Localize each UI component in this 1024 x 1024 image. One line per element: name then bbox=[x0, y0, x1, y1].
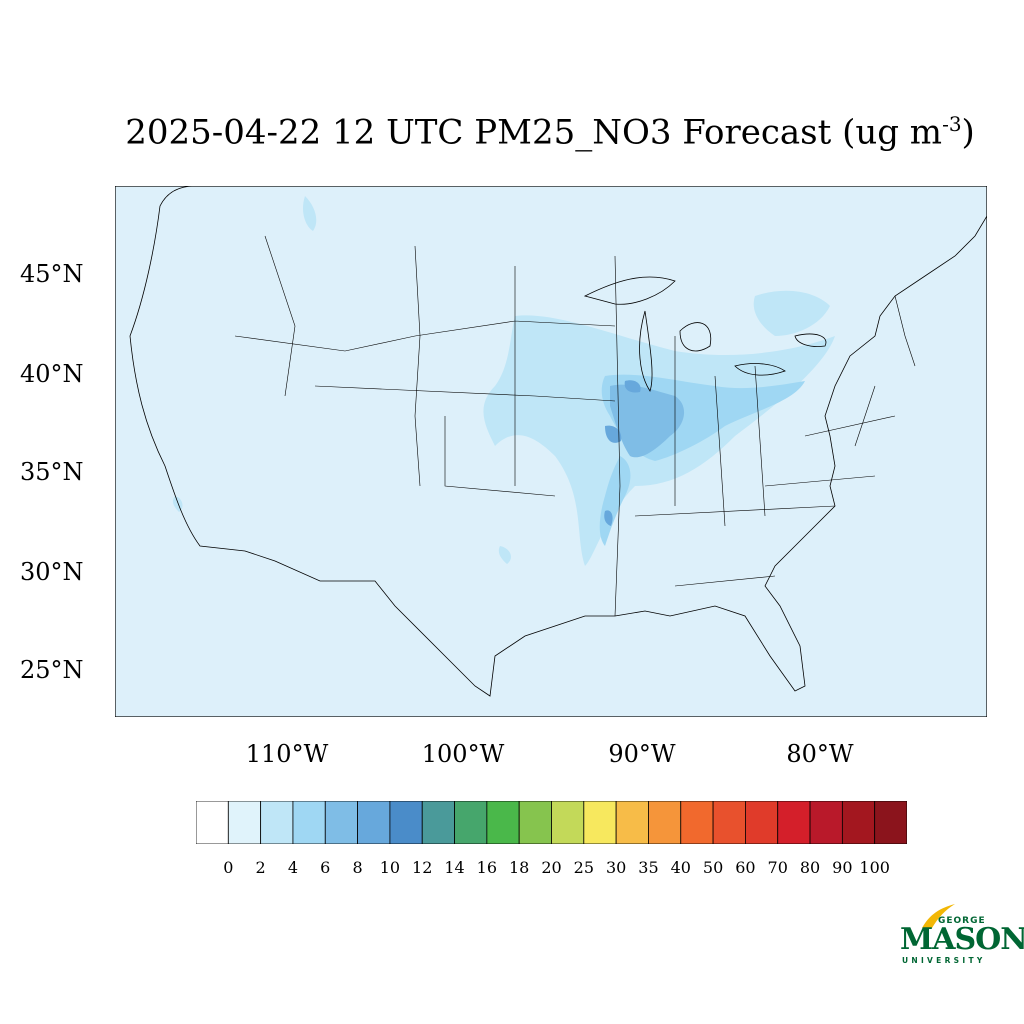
colorbar-swatch bbox=[874, 800, 908, 845]
colorbar-swatch bbox=[421, 800, 455, 845]
colorbar-swatch bbox=[292, 800, 326, 845]
state-boundaries bbox=[129, 185, 988, 697]
page-title: 2025-04-22 12 UTC PM25_NO3 Forecast (ug … bbox=[0, 112, 1024, 152]
colorbar-label: 2 bbox=[255, 858, 266, 877]
lon-label: 100°W bbox=[421, 740, 505, 768]
lat-label: 40°N bbox=[20, 360, 84, 388]
colorbar-label: 35 bbox=[638, 858, 659, 877]
lon-label: 90°W bbox=[608, 740, 676, 768]
plume-hotspot bbox=[604, 380, 641, 526]
logo-university-text: UNIVERSITY bbox=[902, 956, 986, 965]
plume-northeast-light bbox=[753, 290, 830, 336]
colorbar-swatch bbox=[648, 800, 682, 845]
map-canvas bbox=[103, 170, 1003, 731]
colorbar-swatch bbox=[841, 800, 876, 845]
lat-label: 45°N bbox=[20, 260, 84, 288]
colorbar-label: 100 bbox=[859, 858, 890, 877]
colorbar-label: 20 bbox=[541, 858, 562, 877]
colorbar-label: 14 bbox=[444, 858, 465, 877]
colorbar-label: 70 bbox=[767, 858, 788, 877]
colorbar-label: 50 bbox=[702, 858, 724, 877]
colorbar-swatch bbox=[809, 800, 843, 845]
lat-label: 35°N bbox=[20, 458, 84, 486]
colorbar-swatch bbox=[454, 800, 488, 845]
lat-label: 30°N bbox=[20, 558, 84, 586]
logo-mason-text: MASON bbox=[900, 922, 1024, 957]
lon-label: 80°W bbox=[786, 740, 854, 768]
colorbar-swatch bbox=[583, 800, 617, 845]
colorbar-canvas bbox=[195, 800, 908, 845]
lon-label: 110°W bbox=[245, 740, 329, 768]
title-text: 2025-04-22 12 UTC PM25_NO3 Forecast (ug … bbox=[125, 112, 943, 153]
colorbar-label: 90 bbox=[832, 858, 853, 877]
colorbar-swatch bbox=[745, 800, 779, 845]
colorbar-label: 12 bbox=[412, 858, 433, 877]
colorbar-label: 4 bbox=[287, 858, 299, 877]
colorbar-label: 80 bbox=[799, 858, 821, 877]
colorbar-label: 6 bbox=[320, 858, 331, 877]
forecast-map bbox=[103, 170, 1003, 731]
colorbar-label: 18 bbox=[508, 858, 530, 877]
lat-label: 25°N bbox=[20, 656, 84, 684]
colorbar-swatch bbox=[551, 800, 585, 845]
colorbar-label: 16 bbox=[476, 858, 498, 877]
colorbar-swatch bbox=[357, 800, 391, 845]
colorbar-swatch bbox=[680, 800, 714, 845]
colorbar-label: 30 bbox=[605, 858, 627, 877]
title-closing: ) bbox=[961, 112, 975, 153]
plume-illinois-dark bbox=[610, 384, 685, 458]
colorbar-label: 25 bbox=[573, 858, 594, 877]
concentration-shading bbox=[172, 196, 835, 566]
colorbar-swatch bbox=[518, 800, 552, 845]
colorbar-swatch bbox=[389, 800, 423, 845]
colorbar-swatch bbox=[615, 800, 649, 845]
interior-state-lines bbox=[234, 235, 916, 617]
colorbar-label: 40 bbox=[670, 858, 691, 877]
colorbar-label: 60 bbox=[735, 858, 756, 877]
colorbar-swatch bbox=[712, 800, 746, 845]
colorbar-label: 8 bbox=[352, 858, 363, 877]
colorbar-swatch bbox=[486, 800, 520, 845]
gmu-logo: GEORGE MASON UNIVERSITY bbox=[900, 900, 1024, 970]
colorbar-swatch bbox=[324, 800, 358, 845]
logo-george-text: GEORGE bbox=[938, 916, 986, 926]
colorbar-swatch bbox=[777, 800, 811, 845]
colorbar-swatch bbox=[195, 800, 229, 845]
logo-swoosh-icon bbox=[922, 904, 955, 928]
colorbar-label: 10 bbox=[379, 858, 401, 877]
title-superscript: -3 bbox=[942, 112, 962, 136]
colorbar-label: 0 bbox=[223, 858, 234, 877]
colorbar bbox=[195, 800, 908, 845]
colorbar-swatch bbox=[227, 800, 262, 845]
great-lakes bbox=[583, 276, 827, 392]
colorbar-swatch bbox=[260, 800, 294, 845]
us-outline bbox=[129, 185, 988, 697]
